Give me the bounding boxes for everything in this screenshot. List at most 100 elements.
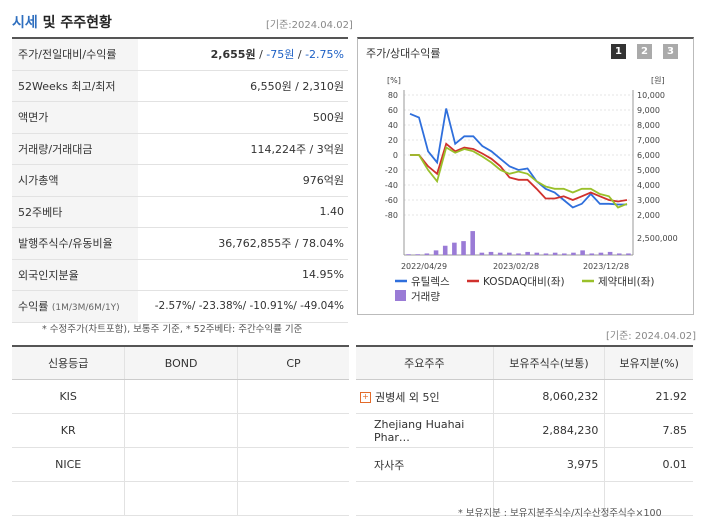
cp-cell	[236, 379, 349, 414]
agency-name	[12, 481, 125, 516]
row-value: 1.40	[138, 196, 348, 228]
row-value: 500원	[138, 101, 348, 134]
holder-shares: 2,884,230	[492, 413, 605, 448]
agency-name: NICE	[12, 447, 125, 482]
bond-cell	[124, 379, 238, 414]
holder-shares	[492, 481, 605, 516]
right-tick-label: 10,000	[637, 91, 665, 100]
section-title-rest: 및 주주현황	[37, 15, 112, 31]
holder-shares: 3,975	[492, 447, 605, 482]
left-tick-label: 80	[388, 91, 398, 100]
row-label: 52주베타	[12, 196, 138, 228]
volume-bar	[406, 254, 411, 255]
left-tick-label: 60	[388, 106, 398, 115]
right-tick-label: 3,000	[637, 196, 660, 205]
table-row: 거래량/거래대금 114,224주 / 3억원	[12, 133, 348, 165]
table-row: 52주베타 1.40	[12, 196, 348, 228]
volume-bar	[507, 252, 512, 255]
price: 2,655원	[210, 48, 256, 62]
legend-label: 유틸렉스	[411, 275, 450, 288]
volume-bar	[562, 253, 567, 255]
date-label: [기준:2024.04.02]	[266, 20, 353, 31]
col-header: 보유지분(%)	[604, 345, 693, 380]
bond-cell	[124, 481, 238, 516]
volume-bar	[598, 252, 604, 255]
table-row: Zhejiang Huahai Phar… 2,884,230 7.85	[356, 413, 693, 448]
table-header-row: 주요주주 보유주식수(보통) 보유지분(%)	[356, 345, 693, 380]
price-chart: [%] [원] 80 60 40 20 0 -20 -40 -60 -80 10,000 9,000 8,…	[385, 76, 678, 303]
row-label: 주가/전일대비/수익률	[12, 37, 138, 71]
volume-bar	[479, 252, 485, 255]
right-tick-label: 5,000	[637, 166, 660, 175]
right-tick-label: 4,000	[637, 181, 660, 190]
series-line-1	[410, 142, 628, 203]
chart-tab-1[interactable]: 1	[611, 44, 626, 59]
table-row: 주가/전일대비/수익률 2,655원 / -75원 / -2.75%	[12, 37, 348, 71]
section-title-accent: 시세	[12, 15, 38, 31]
major-holders-table: 주요주주 보유주식수(보통) 보유지분(%) + 권병세 외 5인 8,060,2…	[356, 345, 693, 516]
row-value: 976억원	[138, 164, 348, 197]
volume-bar	[461, 241, 466, 255]
holder-shares: 8,060,232	[492, 379, 605, 414]
col-header: 주요주주	[356, 345, 494, 380]
right-tick-label: 7,000	[637, 136, 660, 145]
right-tick-label: 2,000	[637, 211, 660, 220]
price-rate: -2.75%	[305, 48, 344, 62]
volume-bar	[607, 251, 613, 255]
table-row: KR	[12, 413, 349, 448]
chart-tab-3[interactable]: 3	[663, 44, 678, 59]
left-axis-unit: [%]	[387, 76, 401, 85]
row-label-text: 수익률	[18, 300, 49, 314]
date-label-2: [기준: 2024.04.02]	[606, 331, 697, 342]
legend-label: 제약대비(좌)	[598, 276, 655, 288]
cp-cell	[236, 413, 349, 448]
left-tick-label: -20	[385, 166, 398, 175]
row-label: 액면가	[12, 101, 138, 134]
table-row: 발행주식수/유동비율 36,762,855주 / 78.04%	[12, 227, 348, 260]
right-tick-label: 6,000	[637, 151, 660, 160]
agency-name: KR	[12, 413, 125, 448]
table-row	[356, 481, 693, 516]
expand-icon[interactable]: +	[360, 392, 371, 403]
holder-pct: 21.92	[604, 379, 693, 414]
series-line-2	[410, 146, 628, 209]
holders-note: * 보유지분 : 보유지분주식수/지수산정주식수×100	[458, 508, 662, 519]
volume-bar	[543, 253, 549, 255]
holder-name[interactable]: 권병세 외 5인	[375, 390, 440, 404]
separator: /	[294, 48, 306, 62]
holder-pct: 7.85	[604, 413, 693, 448]
volume-bar	[525, 251, 530, 255]
table-row: 외국인지분율 14.95%	[12, 259, 348, 291]
row-label: 발행주식수/유동비율	[12, 227, 138, 260]
row-label: 시가총액	[12, 164, 138, 197]
holder-pct	[604, 481, 693, 516]
chart-tab-2[interactable]: 2	[637, 44, 652, 59]
volume-tick-label: 2,500,000	[637, 234, 678, 243]
cp-cell	[236, 481, 349, 516]
chart-title: 주가/상대수익률	[366, 47, 441, 60]
x-tick-label: 2023/12/28	[583, 262, 629, 271]
holder-pct: 0.01	[604, 447, 693, 482]
row-value: 36,762,855주 / 78.04%	[138, 227, 348, 260]
right-tick-label: 9,000	[637, 106, 660, 115]
row-value: 14.95%	[138, 259, 348, 291]
row-value: 114,224주 / 3억원	[138, 133, 348, 165]
holder-name: Zhejiang Huahai Phar…	[356, 413, 494, 448]
holder-name: 자사주	[356, 447, 494, 482]
volume-bar	[470, 231, 475, 255]
volume-bar	[626, 253, 631, 255]
bond-cell	[124, 447, 238, 482]
separator: /	[255, 48, 267, 62]
credit-rating-table: 신용등급 BOND CP KIS KR NICE	[12, 345, 349, 516]
table-row: 시가총액 976억원	[12, 164, 348, 197]
right-tick-label: 8,000	[637, 121, 660, 130]
left-tick-label: 0	[393, 151, 398, 160]
row-label: 수익률 (1M/3M/6M/1Y)	[12, 290, 138, 323]
table-row: + 권병세 외 5인 8,060,232 21.92	[356, 379, 693, 414]
volume-bar	[415, 254, 421, 255]
series-line-0	[409, 108, 627, 209]
price-value: 2,655원 / -75원 / -2.75%	[138, 37, 348, 71]
col-header: 신용등급	[12, 345, 125, 380]
row-label: 외국인지분율	[12, 259, 138, 291]
volume-bar	[580, 250, 585, 255]
